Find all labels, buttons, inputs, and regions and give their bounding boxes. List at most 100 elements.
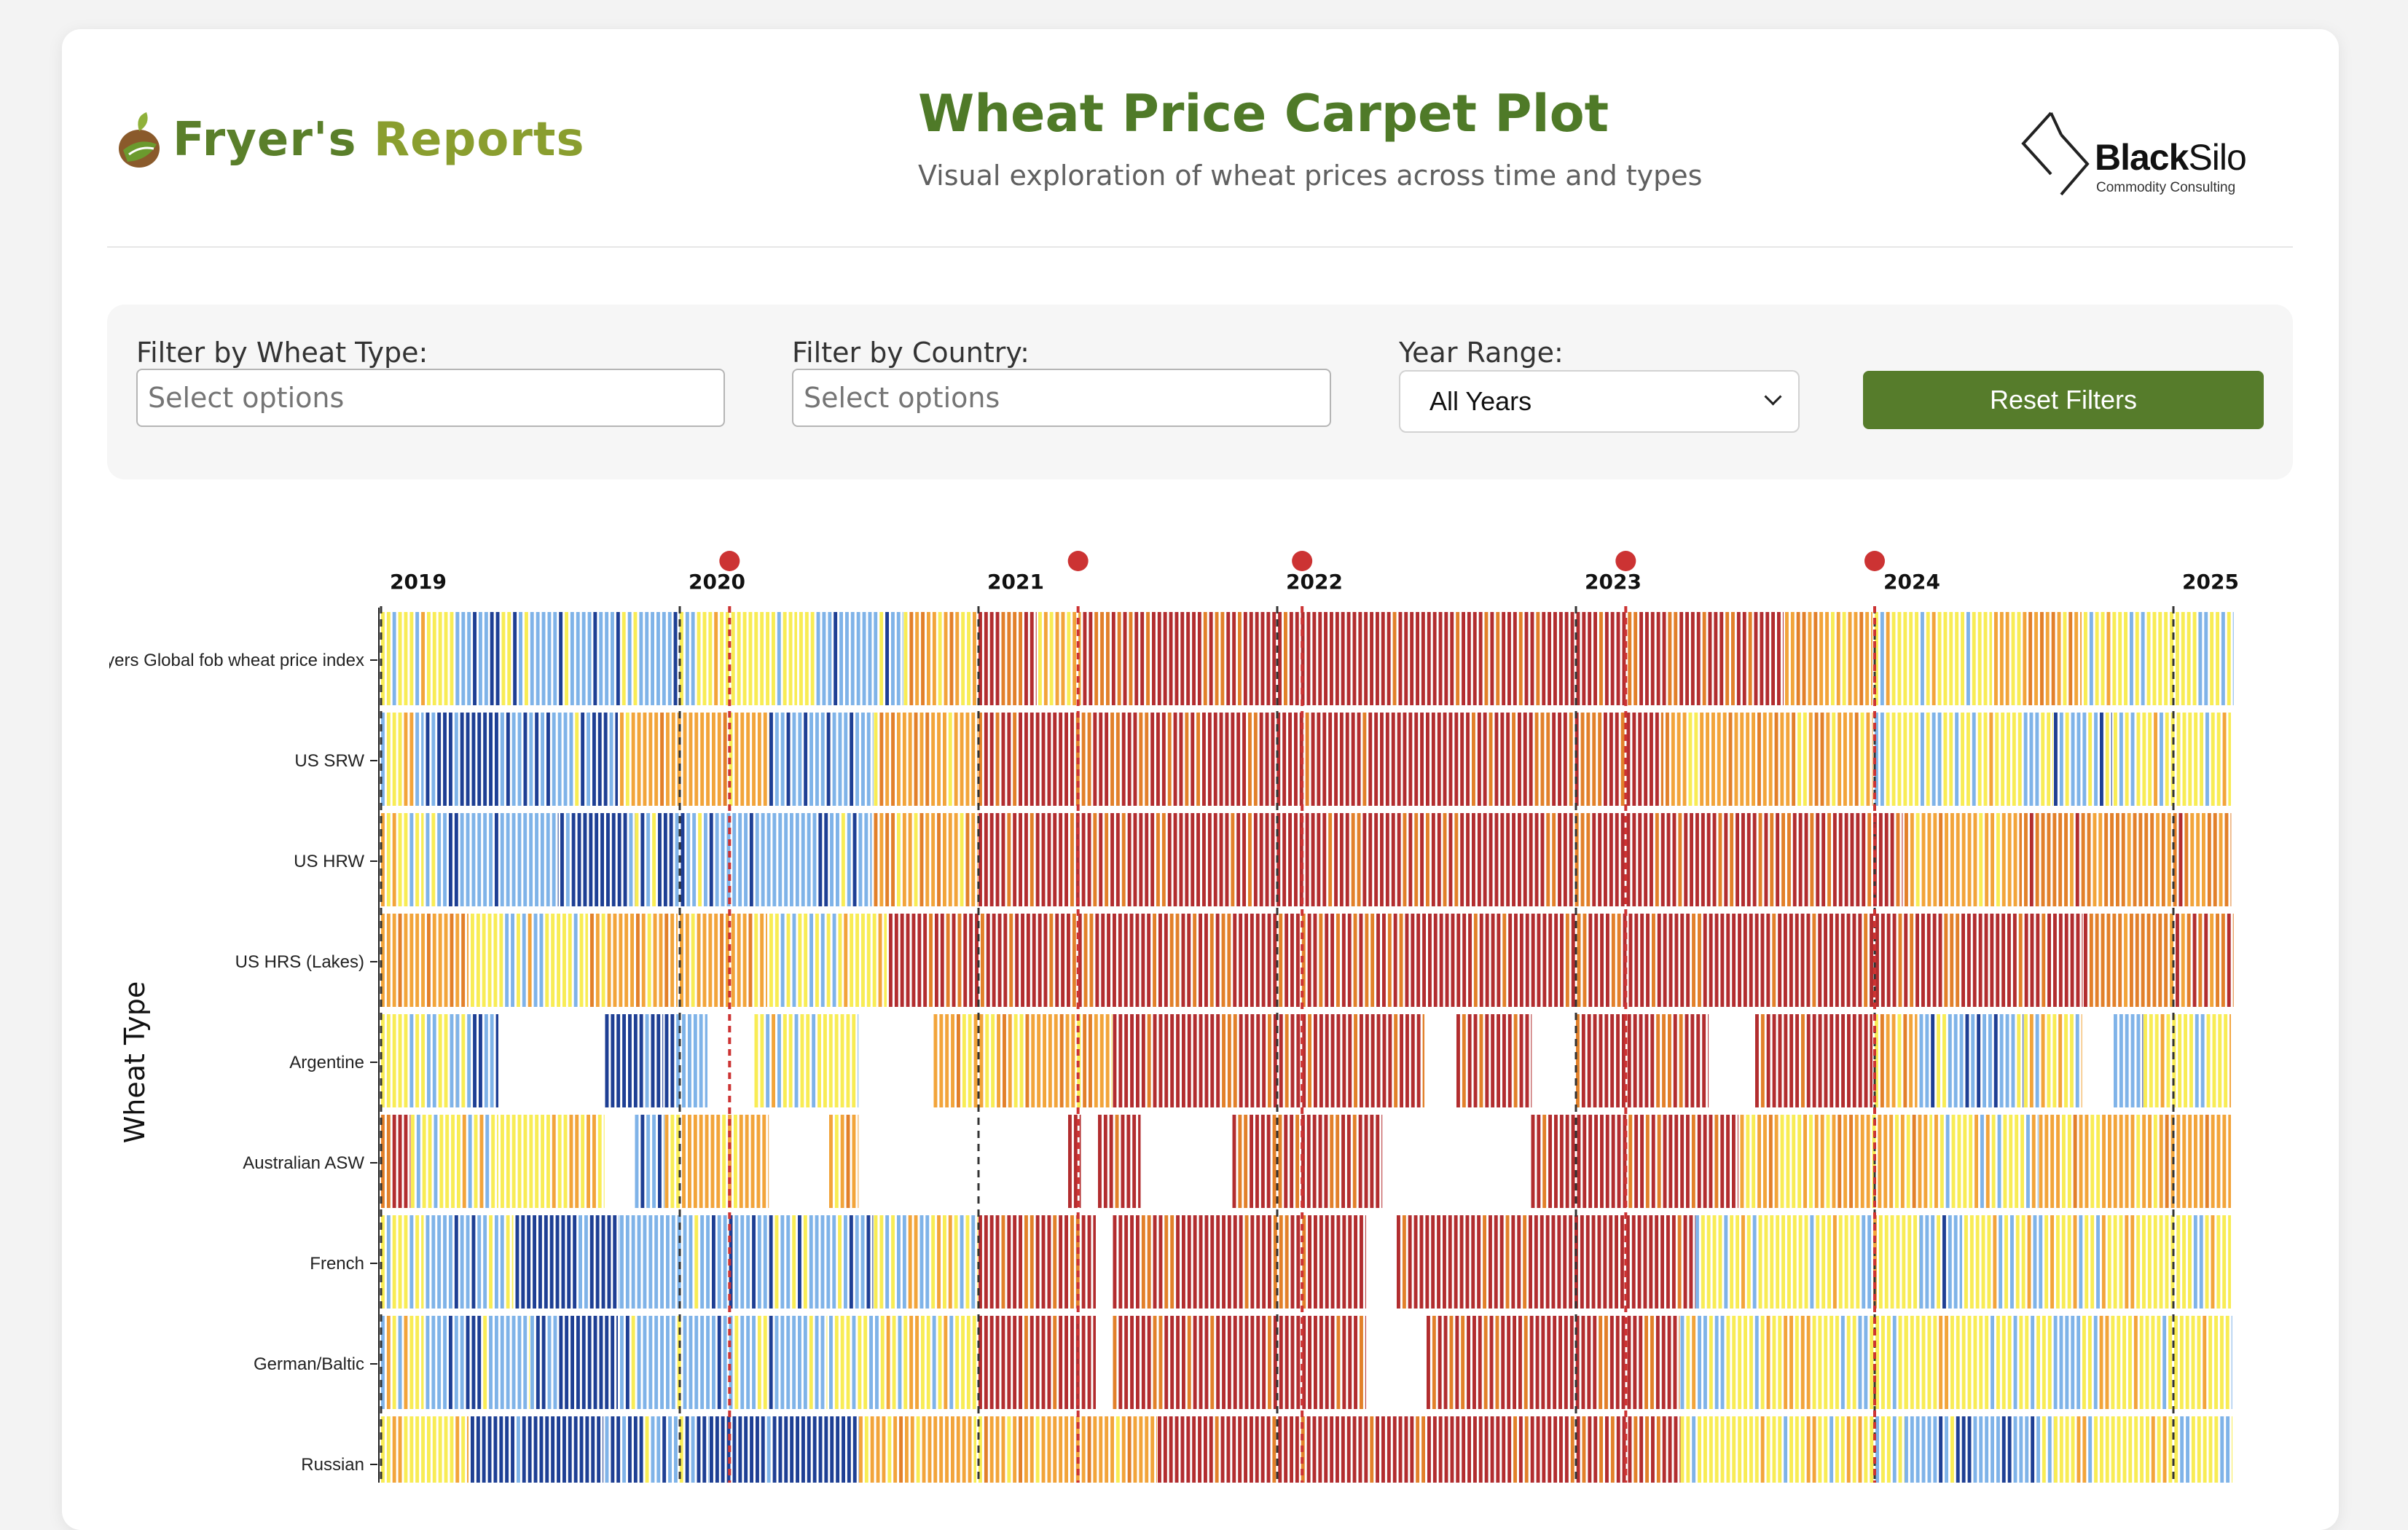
carpet-cell (1938, 914, 1942, 1007)
carpet-cell (712, 713, 715, 806)
carpet-cell (1182, 1014, 1185, 1107)
carpet-cell (1598, 813, 1602, 906)
carpet-cell (1943, 612, 1948, 705)
carpet-cell (702, 914, 707, 1007)
carpet-cell (646, 813, 651, 906)
carpet-cell (1021, 914, 1024, 1007)
carpet-cell (2150, 813, 2154, 906)
carpet-cell (2059, 1316, 2063, 1409)
carpet-cell (1832, 1215, 1837, 1309)
carpet-cell (1164, 914, 1168, 1007)
carpet-cell (1325, 1014, 1329, 1107)
carpet-cell (1216, 1316, 1220, 1409)
carpet-cell (1655, 1316, 1660, 1409)
carpet-cell (664, 1115, 669, 1208)
carpet-cell (1324, 1416, 1328, 1483)
carpet-cell (1163, 612, 1167, 705)
carpet-cell (1182, 1215, 1185, 1309)
carpet-cell (392, 1215, 396, 1309)
carpet-cell (1662, 1014, 1666, 1107)
carpet-cell (1494, 1215, 1498, 1309)
carpet-cell (461, 914, 466, 1007)
carpet-cell (1518, 1416, 1523, 1483)
carpet-cell (1854, 1115, 1859, 1208)
carpet-cell (648, 1316, 653, 1409)
carpet-cell (968, 1416, 972, 1483)
carpet-cell (2162, 1416, 2167, 1483)
carpet-cell (1650, 713, 1653, 806)
carpet-cell (1400, 1014, 1403, 1107)
carpet-cell (1996, 1416, 2000, 1483)
carpet-cell (1722, 713, 1727, 806)
carpet-cell (1620, 813, 1625, 906)
carpet-cell (1239, 914, 1243, 1007)
carpet-cell (1818, 1014, 1822, 1107)
carpet-cell (1507, 612, 1511, 705)
carpet-cell (734, 1115, 737, 1208)
carpet-cell (1153, 1316, 1157, 1409)
carpet-cell (525, 612, 528, 705)
carpet-cell (1158, 1215, 1163, 1309)
carpet-cell (1335, 612, 1339, 705)
carpet-cell (1238, 612, 1242, 705)
carpet-cell (415, 1316, 420, 1409)
carpet-cell (2019, 1316, 2023, 1409)
blacksilo-logo[interactable]: BlackSilo Commodity Consulting (2015, 98, 2255, 208)
carpet-cell (1656, 612, 1660, 705)
carpet-cell (1158, 1416, 1161, 1483)
carpet-cell (1105, 1014, 1110, 1107)
carpet-cell (1164, 1014, 1169, 1107)
carpet-cell (2216, 612, 2219, 705)
carpet-cell (592, 713, 596, 806)
carpet-cell (1790, 612, 1795, 705)
carpet-cell (1204, 914, 1208, 1007)
carpet-cell (1980, 1115, 1984, 1208)
carpet-cell (1266, 1416, 1271, 1483)
carpet-cell (1460, 713, 1464, 806)
carpet-cell (989, 1416, 994, 1483)
carpet-cell (1035, 1215, 1040, 1309)
carpet-cell (1643, 1215, 1647, 1309)
carpet-cell (1007, 713, 1011, 806)
blacksilo-name: BlackSilo (2095, 136, 2247, 178)
carpet-cell (1848, 713, 1853, 806)
carpet-cell (1672, 813, 1676, 906)
carpet-cell (1955, 713, 1959, 806)
carpet-cell (1810, 1215, 1814, 1309)
carpet-cell (884, 914, 887, 1007)
carpet-cell (1889, 1115, 1894, 1208)
carpet-cell (635, 1115, 639, 1208)
carpet-cell (2080, 612, 2082, 705)
reset-filters-button[interactable]: Reset Filters (1863, 371, 2264, 429)
carpet-cell (849, 1215, 853, 1309)
carpet-cell (1259, 713, 1263, 806)
country-multiselect[interactable]: Select options (792, 369, 1331, 427)
carpet-cell (664, 1014, 669, 1107)
carpet-cell (744, 813, 748, 906)
carpet-cell (1599, 1416, 1603, 1483)
carpet-cell (2076, 1416, 2081, 1483)
year-range-select[interactable]: All Years (1399, 370, 1800, 433)
wheat-type-multiselect[interactable]: Select options (136, 369, 725, 427)
carpet-cell (879, 813, 884, 906)
carpet-cell (477, 813, 482, 906)
carpet-cell (2047, 1416, 2052, 1483)
carpet-cell (1909, 612, 1913, 705)
carpet-cell (1279, 1014, 1283, 1107)
carpet-cell (1988, 1014, 1992, 1107)
carpet-cell (1860, 713, 1864, 806)
carpet-cell (2007, 813, 2012, 906)
carpet-cell (1900, 1115, 1905, 1208)
carpet-cell (1975, 1215, 1980, 1309)
carpet-cell (1127, 713, 1132, 806)
carpet-cell (555, 1215, 560, 1309)
carpet-cell (1330, 1115, 1334, 1208)
carpet-cell (2228, 713, 2231, 806)
carpet-cell (794, 1014, 799, 1107)
carpet-cell (1848, 612, 1852, 705)
fryers-reports-logo[interactable]: Fryer's Reports (113, 109, 585, 170)
carpet-cell (923, 914, 927, 1007)
carpet-cell (893, 1416, 898, 1483)
carpet-cell (2018, 914, 2023, 1007)
carpet-cell (838, 914, 842, 1007)
